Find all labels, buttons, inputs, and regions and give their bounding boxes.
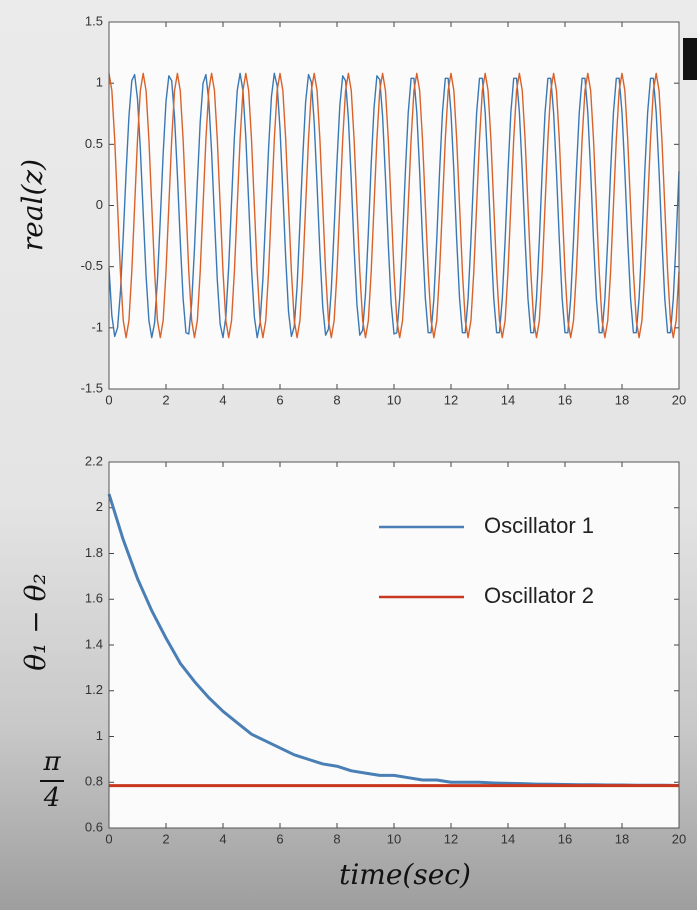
x-tick-label: 6 xyxy=(276,831,283,846)
x-tick-label: 10 xyxy=(387,392,401,407)
plot-frame xyxy=(108,21,680,390)
corner-shape xyxy=(683,38,697,80)
x-tick-label: 12 xyxy=(444,831,458,846)
x-tick-label: 14 xyxy=(501,831,515,846)
legend-label: Oscillator 1 xyxy=(484,513,594,538)
y-tick-label: -0.5 xyxy=(81,258,103,273)
x-tick-label: 2 xyxy=(162,392,169,407)
plot-frame xyxy=(108,461,680,829)
y-tick-label: 1.2 xyxy=(85,682,103,697)
x-tick-label: 16 xyxy=(558,392,572,407)
y-axis-label: real(z) xyxy=(16,159,49,251)
x-tick-label: 0 xyxy=(105,831,112,846)
y-tick-label: 1.6 xyxy=(85,591,103,606)
y-tick-label: 1.5 xyxy=(85,13,103,28)
x-tick-label: 16 xyxy=(558,831,572,846)
y-tick-label: 2.2 xyxy=(85,453,103,468)
y-tick-label: 1 xyxy=(96,75,103,90)
plot-area xyxy=(109,462,679,828)
pi-label-numerator: π xyxy=(42,747,61,777)
x-tick-label: 6 xyxy=(276,392,283,407)
y-tick-label: 1.8 xyxy=(85,545,103,560)
plots: -1.5-1-0.500.511.50 2 4 6 8 10 12 14 16 18 20real(… xyxy=(16,13,686,846)
y-tick-label: 1 xyxy=(96,728,103,743)
y-tick-label: 0.5 xyxy=(85,136,103,151)
x-tick-label: 8 xyxy=(333,392,340,407)
x-tick-label: 4 xyxy=(219,392,226,407)
x-axis-label: time(sec) xyxy=(339,858,471,891)
x-tick-label: 18 xyxy=(615,392,629,407)
y-tick-label: 1.4 xyxy=(85,636,103,651)
x-tick-label: 20 xyxy=(672,831,686,846)
x-tick-label: 12 xyxy=(444,392,458,407)
y-tick-label: -1 xyxy=(91,319,103,334)
y-axis-label: θ₁ − θ₂ xyxy=(19,573,52,670)
y-tick-label: -1.5 xyxy=(81,380,103,395)
x-tick-label: 10 xyxy=(387,831,401,846)
y-tick-label: 0.6 xyxy=(85,819,103,834)
legend-label: Oscillator 2 xyxy=(484,583,594,608)
x-tick-label: 8 xyxy=(333,831,340,846)
series-line xyxy=(108,72,680,339)
y-tick-label: 2 xyxy=(96,499,103,514)
x-tick-label: 2 xyxy=(162,831,169,846)
x-tick-label: 18 xyxy=(615,831,629,846)
pi-label-denominator: 4 xyxy=(43,783,61,813)
x-tick-label: 0 xyxy=(105,392,112,407)
y-tick-label: 0.8 xyxy=(85,774,103,789)
y-tick-label: 0 xyxy=(96,197,103,212)
series-line xyxy=(108,72,680,339)
x-tick-label: 14 xyxy=(501,392,515,407)
x-tick-label: 20 xyxy=(672,392,686,407)
x-tick-label: 4 xyxy=(219,831,226,846)
